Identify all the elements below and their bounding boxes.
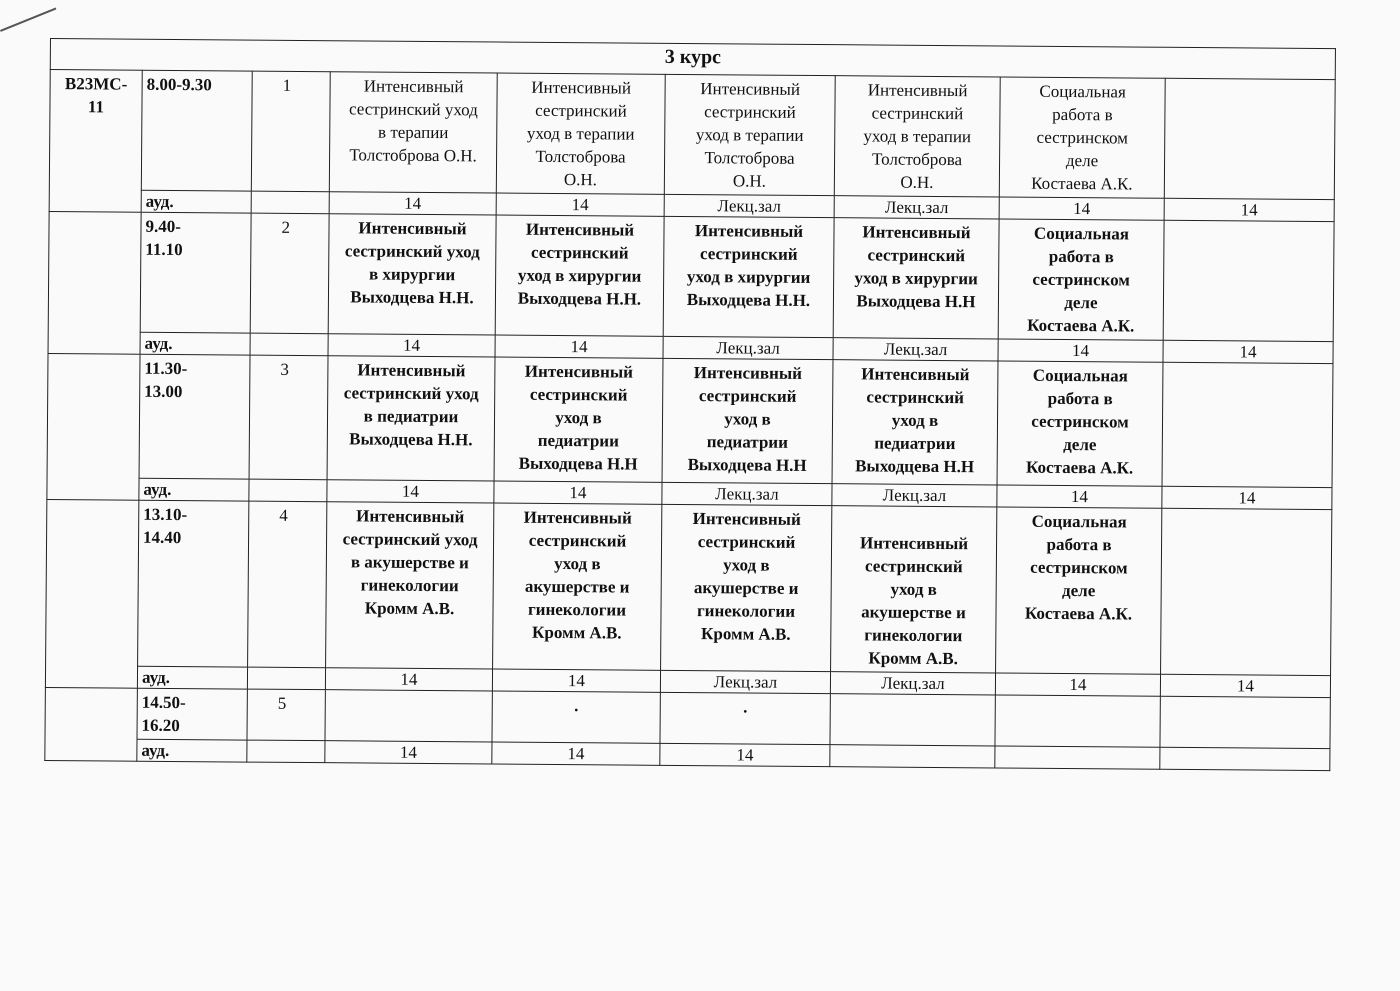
lesson-row: 13.10- 14.40 4 Интенсивный сестринский ухо… xyxy=(45,499,1332,689)
room-cell: Лекц.зал xyxy=(830,671,996,695)
subject-cell: Интенсивный сестринский уход в хирургии … xyxy=(833,217,1000,339)
room-number-empty xyxy=(250,333,329,356)
subject-cell: Интенсивный сестринский уход в педиатрии… xyxy=(327,355,496,482)
room-cell: Лекц.зал xyxy=(661,482,833,506)
room-number-empty xyxy=(247,667,326,690)
group-name: В23МС- 11 xyxy=(49,69,143,213)
room-cell: 14 xyxy=(325,667,493,691)
room-number-empty xyxy=(251,191,330,214)
subject-cell: Интенсивный сестринский уход в педиатрии… xyxy=(494,357,664,483)
room-cell: 14 xyxy=(324,740,492,764)
lesson-time: 8.00-9.30 xyxy=(141,70,253,192)
room-cell: 14 xyxy=(328,333,496,358)
room-label: ауд. xyxy=(137,666,248,690)
subject-cell: Интенсивный сестринский уход в акушерств… xyxy=(830,505,997,673)
lesson-time: 14.50- 16.20 xyxy=(136,688,248,741)
lesson-time: 11.30- 13.00 xyxy=(139,354,251,480)
room-cell: 14 xyxy=(326,479,495,504)
room-cell: 14 xyxy=(1162,340,1334,364)
subject-cell: Интенсивный сестринский уход в терапии Т… xyxy=(496,73,666,195)
lesson-number: 5 xyxy=(246,689,326,741)
room-cell: 14 xyxy=(1161,486,1333,510)
lesson-number: 2 xyxy=(250,213,330,334)
room-label: ауд. xyxy=(138,478,250,502)
room-cell: 14 xyxy=(491,741,660,766)
room-cell: Лекц.зал xyxy=(664,194,835,218)
room-cell: Лекц.зал xyxy=(660,670,831,694)
schedule-table: 3 курс В23МС- 11 8.00-9.30 1 Интенсивный се… xyxy=(44,38,1336,771)
lesson-time: 9.40- 11.10 xyxy=(140,212,252,334)
lesson-number: 1 xyxy=(251,71,331,192)
room-cell: Лекц.зал xyxy=(834,195,1000,219)
subject-cell: Интенсивный сестринский уход в акушерств… xyxy=(325,501,494,669)
subject-cell: Интенсивный сестринский уход в акушерств… xyxy=(492,503,662,671)
subject-cell: Интенсивный сестринский уход в хирургии … xyxy=(663,216,835,338)
room-cell: Лекц.зал xyxy=(663,336,834,360)
lesson-row: 11.30- 13.00 3 Интенсивный сестринский ухо… xyxy=(46,353,1333,501)
subject-cell xyxy=(829,693,996,746)
room-cell: 14 xyxy=(1160,674,1331,698)
lesson-row: В23МС- 11 8.00-9.30 1 Интенсивный сестринск… xyxy=(49,69,1336,213)
group-cell-empty xyxy=(44,687,138,762)
room-cell: 14 xyxy=(997,338,1164,363)
room-label: ауд. xyxy=(140,332,251,356)
room-cell xyxy=(1159,747,1330,771)
group-cell-empty xyxy=(46,353,141,501)
subject-cell: . xyxy=(491,690,661,744)
subject-cell: Интенсивный сестринский уход в терапии Т… xyxy=(664,74,836,196)
subject-cell xyxy=(324,689,493,742)
subject-cell xyxy=(1163,220,1335,342)
subject-cell: Интенсивный сестринский уход в акушерств… xyxy=(660,504,832,672)
subject-cell xyxy=(1159,696,1331,749)
subject-cell xyxy=(1162,362,1333,488)
subject-cell: Социальная работа в сестринском деле Кос… xyxy=(999,76,1166,199)
room-cell xyxy=(994,745,1160,770)
subject-cell: Интенсивный сестринский уход в педиатрии… xyxy=(662,358,833,484)
room-cell: 14 xyxy=(996,484,1163,509)
room-label: ауд. xyxy=(141,190,252,214)
room-cell: 14 xyxy=(1164,198,1335,222)
subject-cell: Социальная работа в сестринском деле Кос… xyxy=(998,218,1165,341)
scan-artifact xyxy=(0,7,57,32)
room-cell: 14 xyxy=(329,191,497,216)
subject-cell xyxy=(1164,78,1336,200)
lesson-number: 3 xyxy=(249,355,329,480)
group-cell-empty xyxy=(45,499,139,689)
room-label: ауд. xyxy=(136,739,247,763)
subject-cell: . xyxy=(659,692,831,745)
room-cell: Лекц.зал xyxy=(832,337,999,361)
schedule-sheet: 3 курс В23МС- 11 8.00-9.30 1 Интенсивный се… xyxy=(44,38,1336,771)
subject-cell: Социальная работа в сестринском деле Кос… xyxy=(997,360,1163,487)
room-cell: 14 xyxy=(659,743,830,767)
group-cell-empty xyxy=(48,211,142,355)
room-cell: 14 xyxy=(493,481,663,505)
room-cell: 14 xyxy=(492,668,661,693)
room-cell: 14 xyxy=(995,672,1161,697)
subject-cell: Интенсивный сестринский уход в хирургии … xyxy=(495,215,665,337)
subject-cell: Интенсивный сестринский уход в терапии Т… xyxy=(329,71,498,194)
room-cell: 14 xyxy=(495,335,664,359)
lesson-time: 13.10- 14.40 xyxy=(137,500,249,668)
lesson-number: 4 xyxy=(247,501,327,668)
subject-cell xyxy=(994,694,1161,748)
room-cell xyxy=(829,744,995,768)
room-number-empty xyxy=(246,740,325,763)
subject-cell: Интенсивный сестринский уход в терапии Т… xyxy=(834,75,1001,197)
subject-cell: Социальная работа в сестринском деле Кос… xyxy=(995,506,1162,675)
subject-cell xyxy=(1160,508,1332,676)
room-cell: 14 xyxy=(999,196,1165,221)
subject-cell: Интенсивный сестринский уход в хирургии … xyxy=(328,213,497,336)
subject-cell: Интенсивный сестринский уход в педиатрии… xyxy=(832,359,998,485)
room-cell: Лекц.зал xyxy=(831,483,998,507)
lesson-row: 9.40- 11.10 2 Интенсивный сестринский уход… xyxy=(48,211,1335,355)
room-number-empty xyxy=(248,479,328,502)
room-cell: 14 xyxy=(496,193,665,217)
